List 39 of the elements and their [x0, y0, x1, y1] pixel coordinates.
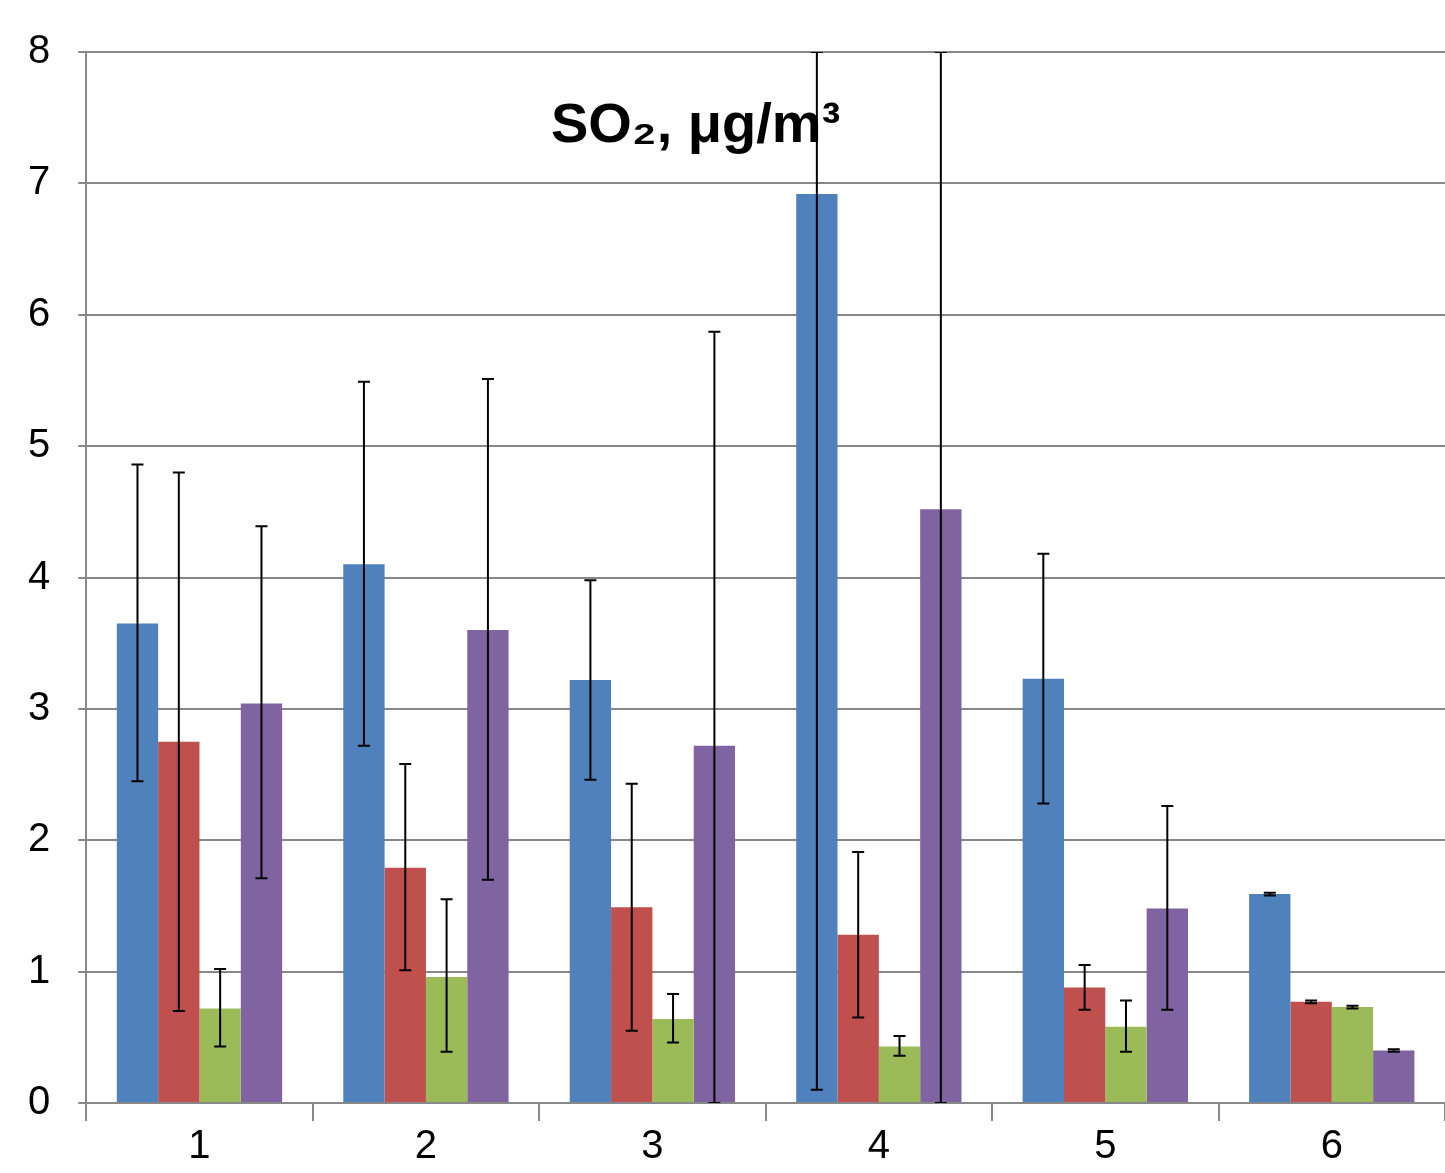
- y-tick-label: 3: [28, 683, 51, 728]
- bar: [1290, 1001, 1332, 1102]
- y-tick-label: 1: [28, 946, 51, 991]
- x-tick-label: 2: [414, 1122, 438, 1167]
- y-tick-label: 0: [28, 1078, 51, 1123]
- bar: [1373, 1050, 1415, 1102]
- bar: [1146, 908, 1188, 1102]
- bar: [199, 1008, 241, 1102]
- x-tick-label: 5: [1094, 1122, 1117, 1167]
- bar: [467, 630, 509, 1102]
- bar: [158, 741, 200, 1102]
- y-tick-label: 6: [28, 289, 51, 334]
- y-tick-label: 4: [28, 552, 51, 597]
- bar: [384, 867, 426, 1102]
- bar: [920, 509, 962, 1102]
- bar: [1105, 1026, 1147, 1102]
- x-tick-label: 3: [641, 1122, 664, 1167]
- bar: [796, 193, 838, 1102]
- bar: [693, 745, 736, 1102]
- bar: [1022, 678, 1064, 1102]
- bar: [611, 907, 653, 1102]
- bar: [569, 679, 612, 1102]
- bar: [240, 703, 283, 1102]
- bar: [1249, 894, 1291, 1102]
- bar: [652, 1018, 694, 1102]
- x-tick-label: 4: [867, 1122, 890, 1167]
- bar: [425, 976, 468, 1102]
- y-tick-label: 5: [28, 421, 51, 466]
- y-tick-label: 2: [28, 815, 51, 860]
- x-tick-label: 6: [1320, 1122, 1343, 1167]
- bar: [878, 1046, 921, 1102]
- bar: [116, 623, 159, 1102]
- bar: [1331, 1007, 1374, 1102]
- bar: [343, 564, 385, 1102]
- bar: [837, 934, 879, 1102]
- bar: [1063, 987, 1106, 1102]
- y-tick-label: 7: [28, 158, 51, 203]
- y-tick-label: 8: [28, 27, 51, 72]
- x-tick-label: 1: [188, 1122, 211, 1167]
